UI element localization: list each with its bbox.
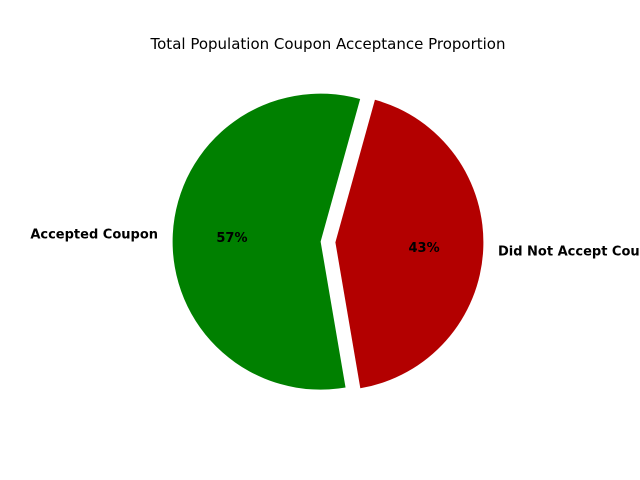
- pie-labels: 57% Accepted Coupon 43% Did Not Accept Coup…: [30, 227, 640, 259]
- chart-title: Total Population Coupon Acceptance Propo…: [150, 35, 506, 53]
- pie-slice-accepted: [172, 93, 361, 390]
- pie-pct-label: 57%: [216, 231, 247, 246]
- pie-slices: [172, 93, 484, 390]
- pie-category-label: Accepted Coupon: [30, 227, 158, 242]
- pie-pct-label: 43%: [409, 241, 440, 256]
- pie-category-label: Did Not Accept Coupon: [498, 245, 640, 260]
- pie-slice-not-accepted: [335, 99, 484, 389]
